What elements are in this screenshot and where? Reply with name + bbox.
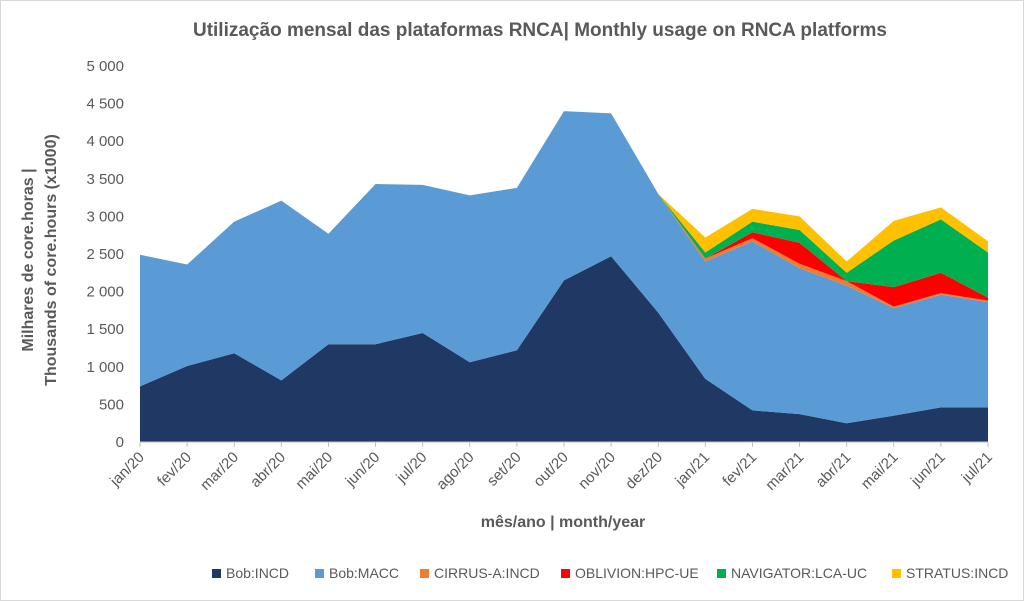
y-tick-label: 2 000 — [86, 284, 124, 301]
legend-label-navigator-lca-uc: NAVIGATOR:LCA-UC — [731, 565, 867, 581]
x-tick-label: abr/20 — [247, 449, 289, 491]
legend-label-bob-macc: Bob:MACC — [329, 565, 399, 581]
y-axis-title-line2: Thousands of core.hours (x1000) — [43, 134, 60, 386]
legend-label-oblivion-hpc-ue: OBLIVION:HPC-UE — [575, 565, 699, 581]
x-tick-label: jan/21 — [672, 449, 714, 491]
legend: Bob:INCD Bob:MACC CIRRUS-A:INCD OBLIVION:HP… — [212, 565, 1008, 581]
x-tick-label: mai/20 — [292, 449, 336, 493]
y-axis-title-line1: Milhares de core.horas | — [20, 168, 37, 351]
x-tick-label: mai/21 — [858, 449, 902, 493]
y-tick-label: 3 000 — [86, 208, 124, 225]
y-tick-label: 1 000 — [86, 359, 124, 376]
legend-swatch-cirrus-a-incd — [420, 569, 429, 578]
legend-swatch-oblivion-hpc-ue — [561, 569, 570, 578]
legend-swatch-stratus-incd — [892, 569, 901, 578]
x-tick-label: jun/20 — [342, 449, 384, 491]
x-tick-label: jun/21 — [907, 449, 949, 491]
x-tick-labels: jan/20 fev/20 mar/20 abr/20 mai/20 jun/20 jul/… — [106, 449, 996, 494]
y-tick-label: 4 500 — [86, 96, 124, 113]
chart-title: Utilização mensal das plataformas RNCA| … — [193, 20, 887, 41]
series-areas — [140, 111, 988, 442]
area-oblivion-hpc-ue — [140, 111, 988, 307]
x-axis-title: mês/ano | month/year — [481, 514, 646, 531]
y-tick-label: 2 500 — [86, 246, 124, 263]
y-tick-label: 1 500 — [86, 321, 124, 338]
y-tick-label: 5 000 — [86, 58, 124, 75]
legend-swatch-navigator-lca-uc — [717, 569, 726, 578]
x-tick-label: jul/21 — [958, 449, 996, 487]
x-tick-label: ago/20 — [433, 449, 477, 493]
x-tick-label: nov/20 — [575, 449, 619, 493]
x-tick-label: set/20 — [484, 449, 525, 490]
y-tick-label: 4 000 — [86, 133, 124, 150]
x-tick-label: fev/20 — [154, 449, 195, 490]
area-navigator-lca-uc — [140, 111, 988, 298]
x-tick-label: dez/20 — [622, 449, 666, 493]
legend-label-stratus-incd: STRATUS:INCD — [906, 565, 1008, 581]
area-bob-incd — [140, 256, 988, 442]
x-tick-label: jul/20 — [392, 449, 430, 487]
legend-label-cirrus-a-incd: CIRRUS-A:INCD — [434, 565, 540, 581]
x-tick-label: mar/20 — [197, 449, 242, 494]
x-tick-label: jan/20 — [106, 449, 148, 491]
x-tick-label: fev/21 — [719, 449, 760, 490]
x-tick-label: mar/21 — [762, 449, 807, 494]
legend-swatch-bob-incd — [212, 569, 221, 578]
y-tick-labels: 0 500 1 000 1 500 2 000 2 500 3 000 3 500 4 000 4… — [86, 58, 124, 451]
y-tick-label: 3 500 — [86, 171, 124, 188]
y-tick-label: 0 — [116, 434, 124, 451]
x-tick-label: out/20 — [530, 449, 572, 491]
x-tick-label: abr/21 — [812, 449, 854, 491]
area-bob-macc — [140, 111, 988, 424]
y-tick-label: 500 — [99, 396, 124, 413]
axes — [139, 441, 989, 447]
legend-swatch-bob-macc — [315, 569, 324, 578]
legend-label-bob-incd: Bob:INCD — [226, 565, 289, 581]
